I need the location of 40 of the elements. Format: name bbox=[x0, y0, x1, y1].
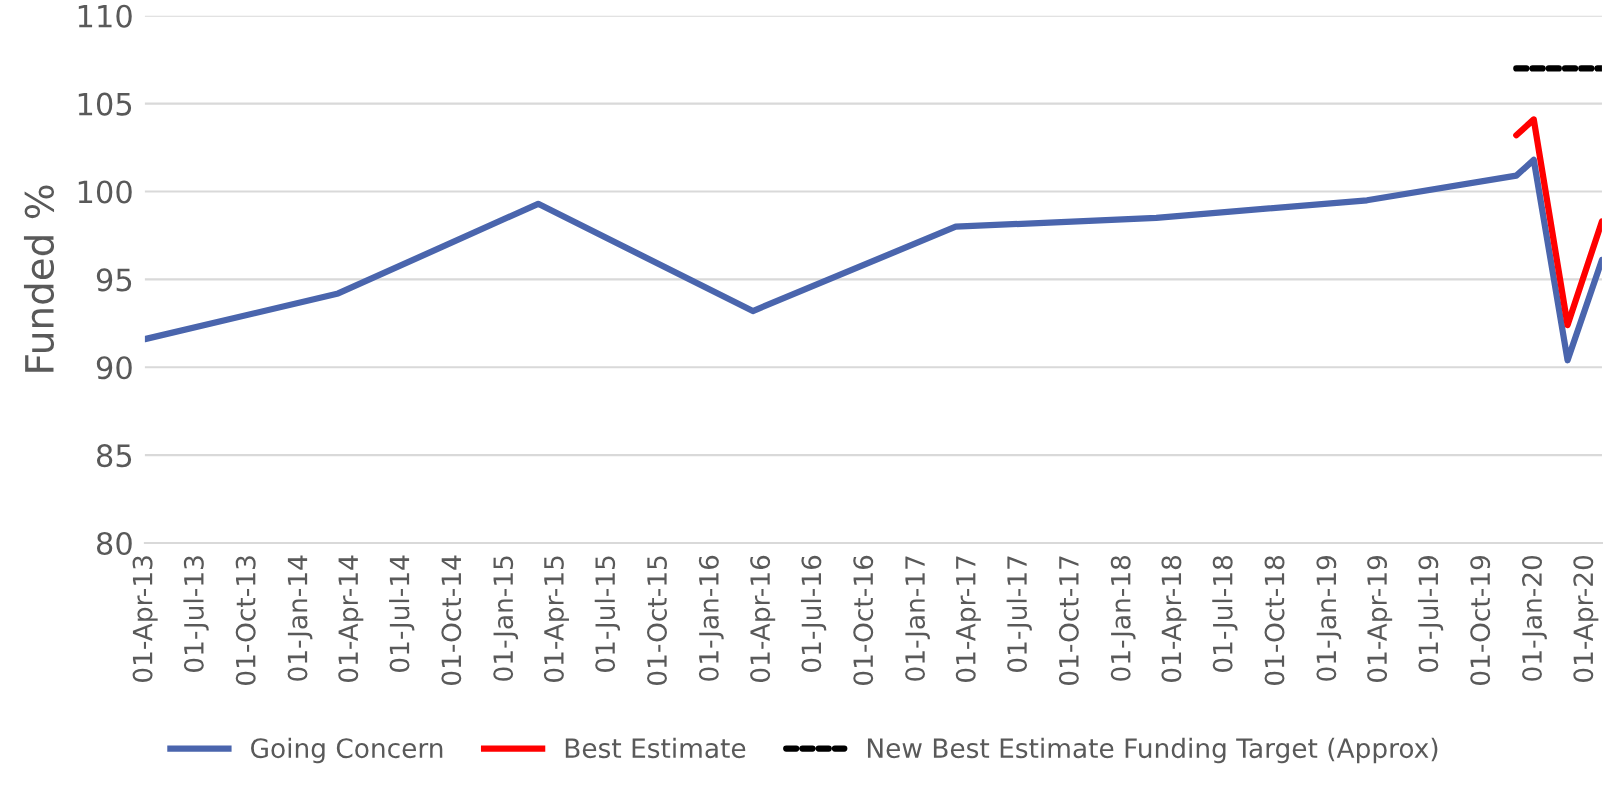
x-tick-label: 01-Oct-15 bbox=[647, 556, 667, 685]
x-tick-label: 01-Apr-14 bbox=[338, 555, 364, 682]
x-tick-label: 01-Jul-18 bbox=[1212, 555, 1238, 672]
x-tick-label: 01-Apr-16 bbox=[750, 555, 776, 682]
y-tick-label: 95 bbox=[96, 268, 132, 292]
x-tick-label: 01-Jan-18 bbox=[1110, 555, 1136, 681]
x-tick-label: 01-Oct-18 bbox=[1264, 555, 1285, 685]
y-axis-title: Funded % bbox=[23, 185, 55, 372]
x-tick-label: 01-Apr-20 bbox=[1573, 555, 1599, 682]
x-tick-label: 01-Jan-14 bbox=[287, 555, 313, 681]
x-tick-label: 01-Oct-17 bbox=[1058, 556, 1079, 685]
legend-label: Going Concern bbox=[251, 737, 443, 764]
legend-label: New Best Estimate Funding Target (Approx) bbox=[867, 737, 1438, 764]
x-tick-label: 01-Jul-15 bbox=[594, 556, 621, 672]
x-tick-label: 01-Oct-19 bbox=[1470, 556, 1491, 685]
y-tick-label: 105 bbox=[78, 92, 132, 116]
y-tick-label: 100 bbox=[78, 180, 132, 204]
x-tick-label: 01-Apr-13 bbox=[132, 556, 158, 682]
x-tick-label: 01-Apr-19 bbox=[1367, 556, 1393, 682]
y-tick-label: 110 bbox=[78, 4, 132, 28]
x-tick-label: 01-Jan-20 bbox=[1522, 555, 1547, 681]
x-tick-label: 01-Oct-13 bbox=[235, 556, 256, 685]
y-tick-label: 90 bbox=[96, 356, 132, 380]
x-tick-label: 01-Jan-16 bbox=[698, 555, 724, 681]
legend-label: Best Estimate bbox=[565, 737, 746, 759]
x-tick-label: 01-Oct-16 bbox=[853, 555, 874, 685]
x-tick-label: 01-Apr-18 bbox=[1161, 555, 1187, 682]
x-tick-label: 01-Jul-13 bbox=[183, 556, 209, 672]
x-tick-label: 01-Jan-19 bbox=[1316, 556, 1342, 681]
x-tick-label: 01-Jan-15 bbox=[493, 556, 519, 681]
x-tick-label: 01-Jul-16 bbox=[800, 555, 827, 672]
y-tick-label: 85 bbox=[96, 444, 132, 468]
y-tick-label: 80 bbox=[96, 531, 132, 556]
x-tick-label: 01-Jul-14 bbox=[389, 555, 415, 672]
x-tick-label: 01-Jan-17 bbox=[905, 556, 930, 681]
x-tick-label: 01-Apr-17 bbox=[955, 556, 981, 682]
x-tick-label: 01-Apr-15 bbox=[543, 556, 569, 682]
x-tick-label: 01-Jul-17 bbox=[1006, 556, 1032, 672]
x-tick-label: 01-Jul-19 bbox=[1417, 556, 1444, 672]
x-tick-label: 01-Oct-14 bbox=[441, 555, 462, 685]
